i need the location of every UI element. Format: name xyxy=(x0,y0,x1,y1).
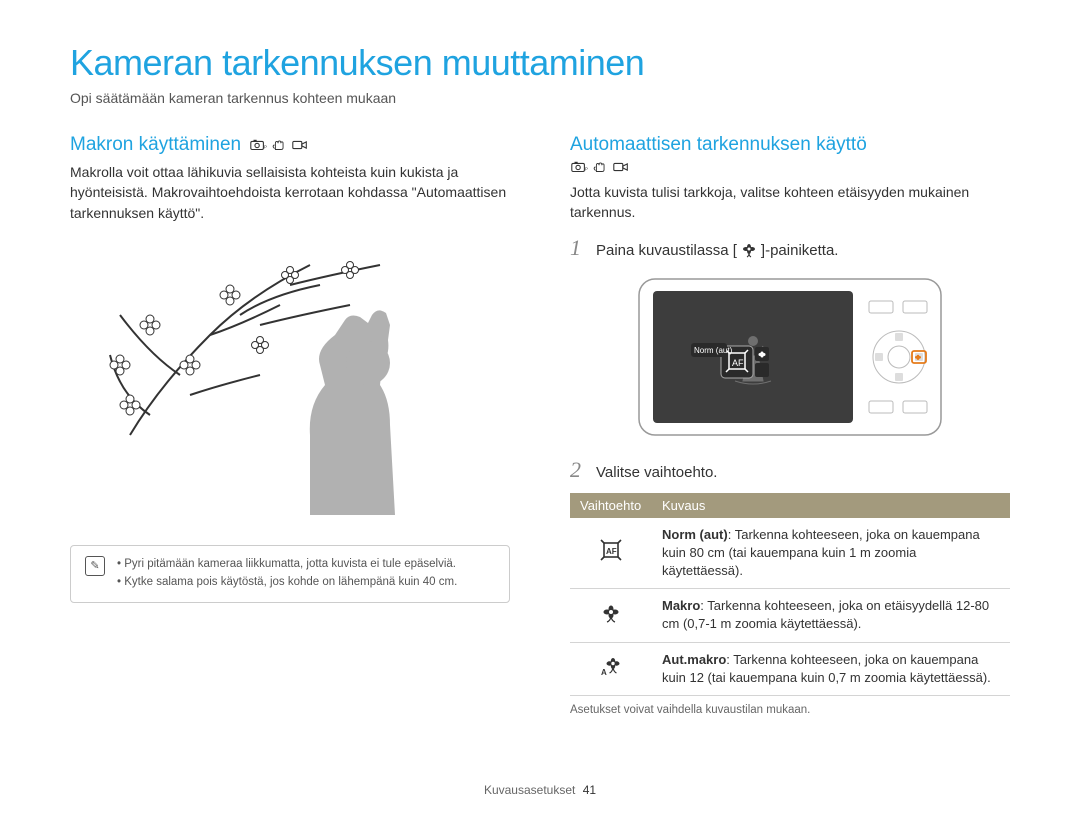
table-row: Makro: Tarkenna kohteeseen, joka on etäi… xyxy=(570,589,1010,642)
svg-text:AF: AF xyxy=(732,358,744,368)
video-icon xyxy=(612,160,630,174)
left-column: Makron käyttäminen P Makrolla voit ottaa… xyxy=(70,134,510,716)
step-number: 1 xyxy=(570,235,586,261)
autofocus-section-title: Automaattisen tarkennuksen käyttö xyxy=(570,134,1010,156)
svg-text:A: A xyxy=(601,668,607,677)
note-item: Pyri pitämään kameraa liikkumatta, jotta… xyxy=(117,556,457,574)
table-header-desc: Kuvaus xyxy=(652,493,1010,518)
right-column: Automaattisen tarkennuksen käyttö P Jott… xyxy=(570,134,1010,716)
footer-section-label: Kuvausasetukset xyxy=(484,783,575,797)
camera-screen-label: Norm (aut) xyxy=(694,346,733,355)
flower-icon xyxy=(741,242,757,258)
step-number: 2 xyxy=(570,457,586,483)
macro-illustration xyxy=(70,235,510,515)
step-1: 1 Paina kuvaustilassa [ ]-painiketta. xyxy=(570,235,1010,261)
hand-icon xyxy=(270,138,288,152)
table-cell-desc: Aut.makro: Tarkenna kohteeseen, joka on … xyxy=(652,642,1010,695)
hand-icon xyxy=(591,160,609,174)
autofocus-mode-icons: P xyxy=(570,160,1010,174)
af-box-icon: AF xyxy=(600,539,622,561)
macro-body-text: Makrolla voit ottaa lähikuvia sellaisist… xyxy=(70,162,510,223)
step-2: 2 Valitse vaihtoehto. xyxy=(570,457,1010,483)
macro-note-box: ✎ Pyri pitämään kameraa liikkumatta, jot… xyxy=(70,545,510,603)
autofocus-body-text: Jotta kuvista tulisi tarkkoja, valitse k… xyxy=(570,182,1010,223)
page-title: Kameran tarkennuksen muuttaminen xyxy=(70,42,1010,84)
page-number: 41 xyxy=(583,783,596,797)
camera-p-icon: P xyxy=(570,160,588,174)
step-text: Paina kuvaustilassa [ ]-painiketta. xyxy=(596,242,838,259)
svg-text:P: P xyxy=(585,167,588,172)
macro-section-title: Makron käyttäminen xyxy=(70,134,241,156)
macro-mode-icons: P xyxy=(249,138,309,152)
table-header-option: Vaihtoehto xyxy=(570,493,652,518)
note-item: Kytke salama pois käytöstä, jos kohde on… xyxy=(117,574,457,592)
note-icon: ✎ xyxy=(85,556,105,576)
step-text-before: Paina kuvaustilassa [ xyxy=(596,242,737,259)
auto-flower-icon: A xyxy=(600,655,622,677)
step-text: Valitse vaihtoehto. xyxy=(596,464,717,481)
table-cell-desc: Makro: Tarkenna kohteeseen, joka on etäi… xyxy=(652,589,1010,642)
svg-text:AF: AF xyxy=(606,547,617,556)
page-subtitle: Opi säätämään kameran tarkennus kohteen … xyxy=(70,90,1010,106)
table-row: AF Norm (aut): Tarkenna kohteeseen, joka… xyxy=(570,518,1010,589)
table-cell-desc: Norm (aut): Tarkenna kohteeseen, joka on… xyxy=(652,518,1010,589)
page-footer: Kuvausasetukset 41 xyxy=(0,783,1080,797)
svg-text:P: P xyxy=(264,145,267,150)
table-footnote: Asetukset voivat vaihdella kuvaustilan m… xyxy=(570,704,1010,716)
video-icon xyxy=(291,138,309,152)
options-table: Vaihtoehto Kuvaus AF Norm (aut): Tarkenn… xyxy=(570,493,1010,696)
flower-icon xyxy=(600,602,622,624)
camera-p-icon: P xyxy=(249,138,267,152)
step-text-after: ]-painiketta. xyxy=(761,242,839,259)
macro-note-list: Pyri pitämään kameraa liikkumatta, jotta… xyxy=(117,556,457,592)
camera-back-illustration: AF Norm (aut) xyxy=(635,271,945,441)
table-row: A Aut.makro: Tarkenna kohteeseen, joka o… xyxy=(570,642,1010,695)
